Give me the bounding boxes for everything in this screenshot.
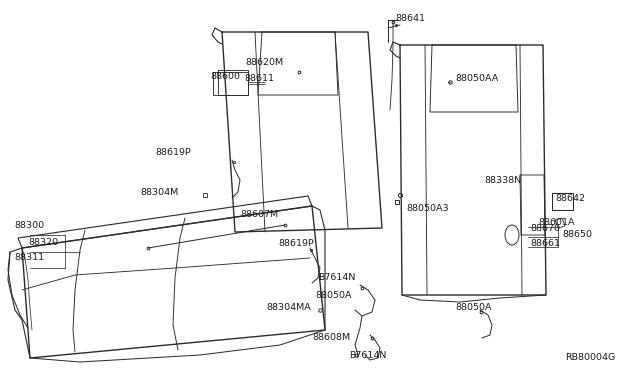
Text: 88050A: 88050A: [315, 292, 351, 301]
Text: 88619P: 88619P: [278, 240, 314, 248]
Text: 88320: 88320: [28, 237, 58, 247]
Text: B7614N: B7614N: [318, 273, 355, 282]
Text: 88050AA: 88050AA: [455, 74, 499, 83]
Text: RB80004G: RB80004G: [564, 353, 615, 362]
Text: 88304MA: 88304MA: [266, 304, 311, 312]
Text: 88642: 88642: [555, 193, 585, 202]
Text: 88650: 88650: [562, 230, 592, 238]
Text: 88670: 88670: [530, 224, 560, 232]
Text: 88600: 88600: [210, 71, 240, 80]
Text: 88661: 88661: [530, 240, 560, 248]
Text: 88311: 88311: [14, 253, 44, 263]
Text: 88050A: 88050A: [455, 304, 492, 312]
Text: 88304M: 88304M: [140, 187, 179, 196]
Text: 88300: 88300: [14, 221, 44, 230]
Text: 88620M: 88620M: [245, 58, 283, 67]
Text: 88050A3: 88050A3: [406, 203, 449, 212]
Text: 88608M: 88608M: [312, 334, 350, 343]
Text: 88338N: 88338N: [484, 176, 521, 185]
Text: 88619P: 88619P: [155, 148, 191, 157]
Text: 88641: 88641: [395, 13, 425, 22]
Text: 88601A: 88601A: [538, 218, 575, 227]
Text: B7614N: B7614N: [349, 352, 387, 360]
Text: 88607M: 88607M: [240, 209, 278, 218]
Text: 88611: 88611: [244, 74, 274, 83]
